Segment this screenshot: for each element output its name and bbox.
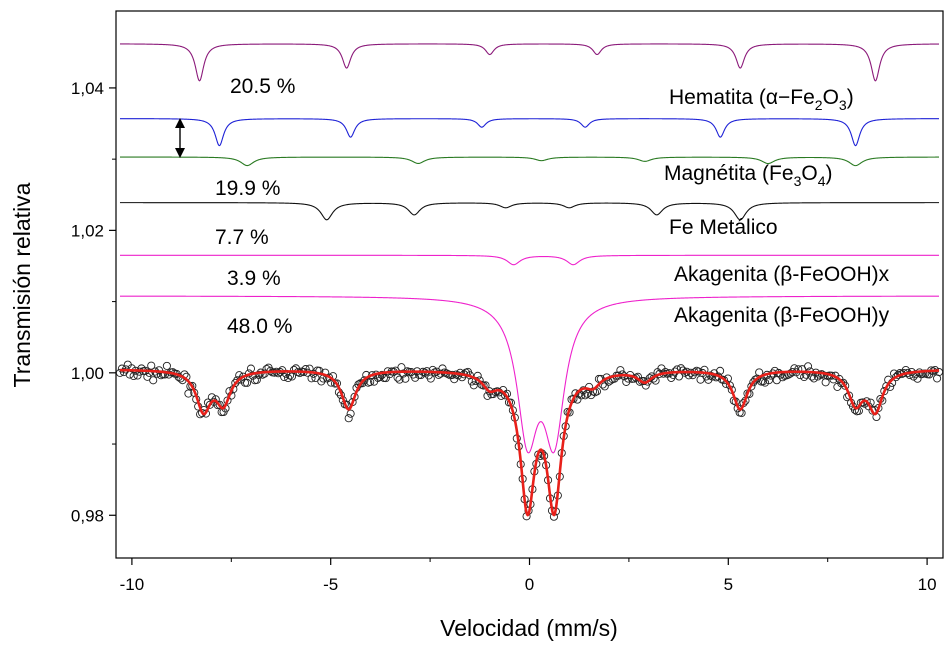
- component-labels: Hematita (α−Fe2O3) 20.5 % Magnétita (Fe3O4…: [215, 75, 890, 338]
- data-point: [145, 368, 154, 377]
- data-point: [115, 368, 125, 377]
- component-curve-3: [119, 156, 940, 167]
- data-point: [254, 370, 263, 379]
- component-curve-5: [119, 254, 940, 266]
- x-axis-label: Velocidad (mm/s): [440, 615, 618, 641]
- double-arrow-icon: [175, 118, 185, 158]
- data-point: [678, 366, 688, 375]
- data-point: [129, 371, 138, 381]
- data-point: [137, 364, 146, 373]
- data-point: [149, 376, 158, 385]
- data-point: [501, 391, 510, 400]
- data-point: [401, 374, 410, 383]
- data-point: [147, 361, 156, 370]
- data-point: [751, 375, 760, 384]
- data-point: [211, 395, 220, 404]
- data-point: [133, 371, 142, 380]
- data-point: [215, 400, 224, 409]
- component-percent-6: 48.0 %: [227, 315, 292, 338]
- data-point: [393, 373, 402, 382]
- data-point: [716, 366, 725, 375]
- y-tick-label: 1,04: [71, 79, 104, 98]
- data-point: [719, 376, 729, 385]
- data-point: [616, 366, 625, 375]
- data-point: [911, 370, 920, 379]
- data-point: [770, 366, 779, 375]
- data-point: [804, 362, 813, 371]
- data-point: [162, 361, 171, 370]
- data-point: [747, 382, 756, 391]
- data-point: [332, 379, 342, 388]
- x-tick-label: -5: [323, 575, 338, 594]
- y-tick-label: 0,98: [71, 506, 104, 525]
- data-point: [311, 373, 320, 383]
- data-point: [786, 369, 795, 378]
- data-point: [325, 373, 334, 382]
- data-point: [841, 381, 850, 390]
- component-label-5: Akagenita (β-FeOOH)x: [674, 263, 890, 286]
- axes: -10 -5 0 5 10 0,98 1,00 1,02 1,04: [71, 79, 937, 594]
- data-point: [344, 414, 353, 423]
- component-curve-4: [119, 202, 940, 221]
- data-point: [307, 374, 316, 383]
- data-point: [577, 391, 586, 400]
- data-point: [385, 370, 394, 379]
- component-curve-2: [119, 118, 940, 147]
- component-label-6: Akagenita (β-FeOOH)y: [674, 304, 890, 327]
- data-point: [395, 375, 404, 384]
- component-label-4: Fe Metálico: [669, 216, 778, 239]
- y-tick-label: 1,00: [71, 364, 104, 383]
- data-point: [448, 370, 457, 379]
- x-tick-label: 5: [724, 575, 733, 594]
- data-point: [127, 364, 136, 373]
- component-curve-1: [119, 43, 940, 82]
- x-tick-label: -10: [120, 575, 145, 594]
- data-point: [184, 389, 193, 398]
- y-tick-label: 1,02: [71, 221, 104, 240]
- data-point: [764, 376, 774, 385]
- component-label-3: Magnétita (Fe3O4): [664, 162, 833, 189]
- data-point: [759, 377, 768, 386]
- data-point: [233, 376, 242, 385]
- x-tick-label: 0: [525, 575, 534, 594]
- data-point: [143, 372, 152, 381]
- component-label-1: Hematita (α−Fe2O3): [669, 86, 854, 113]
- data-point: [475, 376, 484, 385]
- data-point: [360, 376, 369, 385]
- component-percent-3: 19.9 %: [215, 177, 280, 200]
- data-point: [284, 373, 293, 383]
- data-point: [399, 369, 408, 378]
- data-point: [809, 374, 818, 383]
- component-curves: [119, 43, 940, 454]
- y-axis-label: Transmisión relativa: [9, 182, 35, 387]
- x-tick-label: 10: [918, 575, 937, 594]
- data-point: [252, 375, 261, 384]
- data-point: [246, 364, 255, 373]
- data-point: [600, 382, 609, 391]
- data-point: [469, 381, 478, 390]
- data-point: [569, 394, 578, 403]
- data-point: [934, 367, 944, 377]
- data-point: [483, 391, 492, 400]
- component-percent-4: 7.7 %: [215, 226, 269, 249]
- fit-curve: [119, 368, 940, 517]
- data-point: [346, 409, 355, 418]
- component-curve-6: [119, 295, 940, 454]
- data-point: [581, 391, 590, 400]
- data-point: [800, 372, 809, 382]
- data-point: [761, 378, 770, 387]
- data-point: [426, 374, 435, 383]
- data-point: [428, 365, 437, 374]
- data-point: [242, 378, 252, 387]
- component-percent-1: 20.5 %: [230, 75, 295, 98]
- data-point: [776, 370, 785, 379]
- component-percent-5: 3.9 %: [227, 267, 281, 290]
- fit-line: [119, 368, 940, 517]
- experimental-points: [115, 360, 944, 521]
